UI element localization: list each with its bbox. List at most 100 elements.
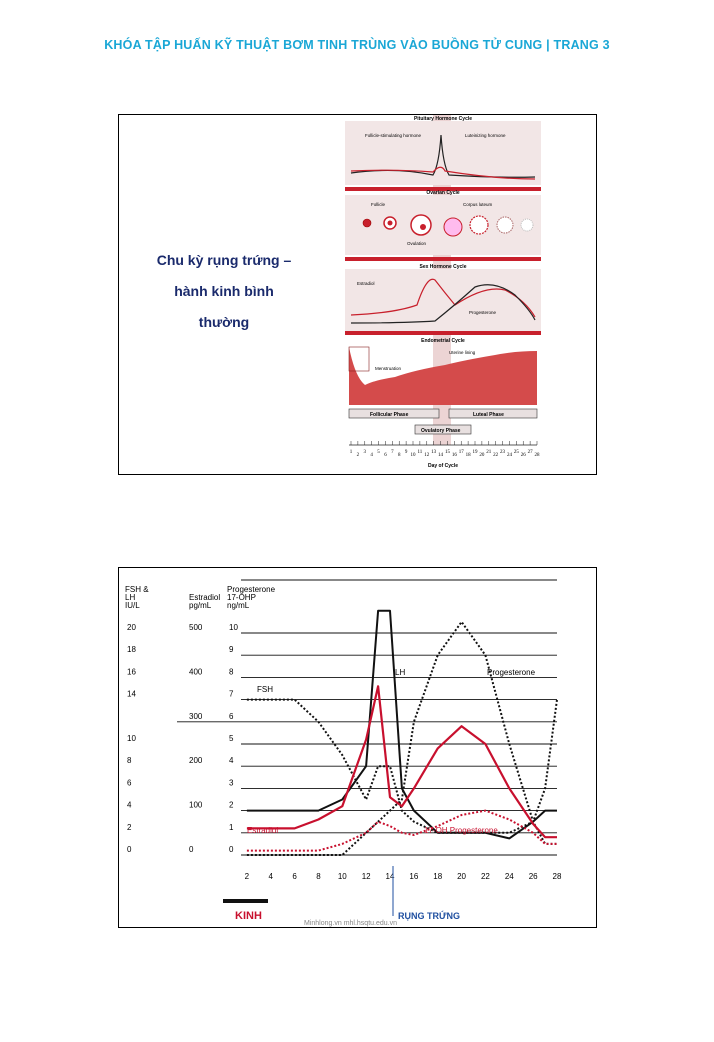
x-tick-label: 14 bbox=[386, 872, 395, 881]
day-tick-label: 19 bbox=[473, 450, 479, 455]
day-tick-label: 10 bbox=[411, 453, 417, 458]
y-tick-label: 1 bbox=[229, 823, 234, 832]
x-tick-label: 4 bbox=[268, 872, 273, 881]
p-header-2: 17-OHP bbox=[227, 593, 256, 602]
day-tick-label: 15 bbox=[445, 450, 451, 455]
day-tick-label: 21 bbox=[486, 450, 492, 455]
day-tick-label: 2 bbox=[357, 453, 360, 458]
endometrial-title: Endometrial Cycle bbox=[421, 338, 465, 344]
day-tick-label: 11 bbox=[417, 450, 422, 455]
day-tick-label: 20 bbox=[479, 453, 485, 458]
caption-line-2: hành kinh bình bbox=[174, 283, 274, 299]
kinh-bar bbox=[223, 899, 268, 903]
ovulatory-phase-label: Ovulatory Phase bbox=[421, 428, 461, 434]
estradiol-series-label: Estradiol bbox=[247, 826, 278, 835]
y-tick-label: 8 bbox=[127, 756, 132, 765]
y-tick-label: 2 bbox=[229, 801, 234, 810]
slide-menstrual-cycle: Chu kỳ rụng trứng – hành kinh bình thườn… bbox=[118, 114, 597, 475]
progesterone-series-label: Progesterone bbox=[487, 668, 536, 677]
x-tick-label: 24 bbox=[505, 872, 514, 881]
day-tick-label: 23 bbox=[500, 450, 506, 455]
follicular-phase-label: Follicular Phase bbox=[370, 412, 409, 418]
e2-header-1: Estradiol bbox=[189, 593, 220, 602]
x-tick-label: 12 bbox=[362, 872, 371, 881]
ovarian-title: Ovarian Cycle bbox=[426, 190, 460, 196]
day-tick-label: 1 bbox=[350, 450, 353, 455]
x-tick-label: 6 bbox=[292, 872, 297, 881]
fsh-label: Follicle-stimulating hormone bbox=[365, 133, 422, 138]
x-tick-label: 8 bbox=[316, 872, 321, 881]
series-line-fsh bbox=[246, 698, 558, 834]
y-tick-label: 10 bbox=[127, 734, 136, 743]
series-lines bbox=[246, 609, 558, 856]
y-tick-label: 7 bbox=[229, 690, 234, 699]
y-tick-label: 4 bbox=[127, 801, 132, 810]
day-tick-label: 16 bbox=[452, 453, 458, 458]
series-line-estradiol bbox=[246, 685, 557, 839]
day-axis: 1234567891011121314151617181920212223242… bbox=[349, 441, 540, 458]
day-tick-label: 17 bbox=[459, 450, 465, 455]
pituitary-title: Pituitary Hormone Cycle bbox=[414, 116, 472, 122]
hormone-line-chart: FSH & LH IU/L Estradiol pg/mL Progestero… bbox=[125, 579, 562, 922]
y-tick-label: 0 bbox=[127, 845, 132, 854]
e2-header-2: pg/mL bbox=[189, 601, 212, 610]
x-tick-label: 26 bbox=[529, 872, 538, 881]
y-tick-label: 6 bbox=[229, 712, 234, 721]
estradiol-fig-label: Estradiol bbox=[357, 281, 375, 286]
y-tick-label: 400 bbox=[189, 667, 203, 676]
slide-hormone-chart: FSH & LH IU/L Estradiol pg/mL Progestero… bbox=[118, 567, 597, 928]
day-tick-label: 18 bbox=[466, 453, 472, 458]
day-tick-label: 12 bbox=[424, 453, 430, 458]
y-tick-label: 9 bbox=[229, 645, 234, 654]
x-tick-label: 18 bbox=[433, 872, 442, 881]
fsh-header-3: IU/L bbox=[125, 601, 140, 610]
x-axis-labels: 2 4 6 8 10 12 14 16 18 20 22 24 26 28 bbox=[245, 872, 562, 881]
day-tick-label: 13 bbox=[431, 450, 437, 455]
day-tick-label: 3 bbox=[364, 450, 367, 455]
day-tick-label: 27 bbox=[528, 450, 534, 455]
lh-label: Luteinizing hormone bbox=[465, 133, 506, 138]
day-tick-label: 22 bbox=[493, 453, 499, 458]
y-tick-label: 500 bbox=[189, 623, 203, 632]
fsh-header-1: FSH & bbox=[125, 585, 149, 594]
ovulation-label: Ovulation bbox=[407, 241, 427, 246]
y-tick-label: 20 bbox=[127, 623, 136, 632]
luteal-phase-label: Luteal Phase bbox=[473, 412, 504, 418]
y-tick-label: 8 bbox=[229, 667, 234, 676]
day-tick-label: 6 bbox=[384, 453, 387, 458]
y-tick-label: 10 bbox=[229, 623, 238, 632]
series-line-progesterone bbox=[246, 620, 557, 856]
sex-hormone-title: Sex Hormone Cycle bbox=[420, 264, 467, 270]
lh-series-label: LH bbox=[395, 668, 405, 677]
page-header: KHÓA TẬP HUẤN KỸ THUẬT BƠM TINH TRÙNG VÀ… bbox=[104, 38, 610, 52]
hormone-cycle-figure: Pituitary Hormone Cycle Follicle-stimula… bbox=[345, 115, 541, 472]
y-tick-label: 14 bbox=[127, 690, 136, 699]
day-tick-label: 8 bbox=[398, 453, 401, 458]
y-tick-label: 2 bbox=[127, 823, 132, 832]
x-tick-label: 20 bbox=[457, 872, 466, 881]
x-tick-label: 28 bbox=[553, 872, 562, 881]
y-tick-label: 16 bbox=[127, 667, 136, 676]
y-tick-label: 6 bbox=[127, 778, 132, 787]
fsh-header-2: LH bbox=[125, 593, 135, 602]
y-tick-label: 200 bbox=[189, 756, 203, 765]
follicle-label: Follicle bbox=[371, 202, 386, 207]
menstruation-label: Menstruation bbox=[375, 366, 402, 371]
series-line-lh bbox=[246, 609, 557, 840]
day-tick-label: 25 bbox=[514, 450, 520, 455]
chart-grid bbox=[177, 579, 557, 856]
x-tick-label: 10 bbox=[338, 872, 347, 881]
day-tick-label: 7 bbox=[391, 450, 394, 455]
p-header-3: ng/mL bbox=[227, 601, 250, 610]
slide-caption: Chu kỳ rụng trứng – hành kinh bình thườn… bbox=[129, 245, 319, 338]
day-tick-label: 5 bbox=[377, 450, 380, 455]
watermark: Minhlong.vn mhl.hsqtu.edu.vn bbox=[304, 920, 397, 927]
day-tick-label: 24 bbox=[507, 453, 513, 458]
x-tick-label: 16 bbox=[409, 872, 418, 881]
day-tick-label: 26 bbox=[521, 453, 527, 458]
y-tick-label: 0 bbox=[229, 845, 234, 854]
caption-line-1: Chu kỳ rụng trứng – bbox=[156, 252, 292, 268]
corpus-label: Corpus luteum bbox=[463, 202, 493, 207]
caption-line-3: thường bbox=[198, 314, 250, 330]
x-tick-label: 2 bbox=[245, 872, 250, 881]
